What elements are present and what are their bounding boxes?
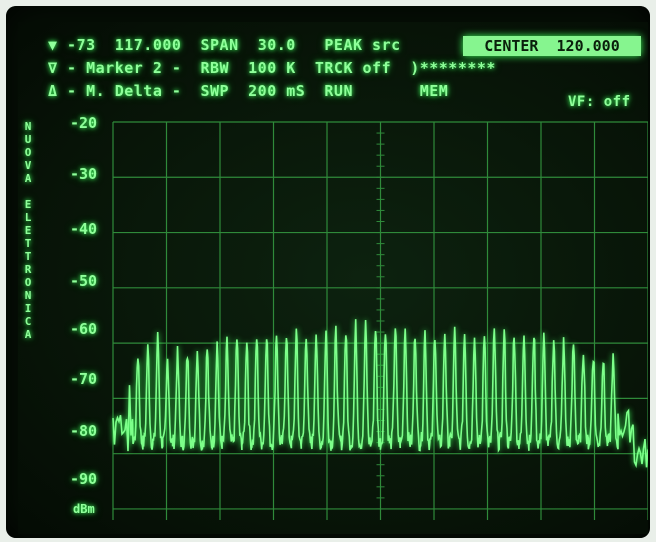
brand-letter: L [24,211,32,224]
spectrum-trace [112,319,648,469]
spectrum-screen: ▼ -73 117.000 SPAN 30.0 PEAK src CENTER … [18,22,648,534]
brand-letter: O [24,146,32,159]
brand-letter: I [24,302,32,315]
spectrum-plot [112,121,648,520]
brand-letter: A [24,172,32,185]
y-unit-label: dBm [73,502,95,516]
peak-source-label: PEAK src [324,36,401,54]
marker1-level: ▼ -73 [48,36,96,54]
center-frequency-value: CENTER 120.000 [484,37,620,55]
marker2-label: ∇ - Marker 2 - [48,59,182,77]
spectrum-trace-group [112,319,648,469]
sweep-label: SWP [200,82,230,100]
rbw-value: 100 K [248,59,296,77]
brand-letter: A [24,328,32,341]
center-frequency-box[interactable]: CENTER 120.000 [463,36,641,56]
sweep-value: 200 mS [248,82,306,100]
brand-letter: T [24,250,32,263]
span-value: 30.0 [257,36,296,54]
video-filter-status: VF: off [568,94,631,110]
rbw-label: RBW [200,59,230,77]
brand-letter: N [24,120,32,133]
span-label: SPAN [200,36,239,54]
brand-letter [25,185,32,198]
y-tick-label: -70 [70,370,98,388]
brand-letter: U [24,133,32,146]
brand-letter: T [24,237,32,250]
marker2-row: ∇ - Marker 2 - RBW 100 K TRCK off )*****… [48,59,496,77]
y-tick-label: -50 [70,272,98,290]
y-tick-label: -40 [70,220,98,238]
entry-field: )******** [410,59,496,77]
brand-letter: N [24,289,32,302]
y-tick-label: -20 [70,114,98,132]
marker1-readout: ▼ -73 117.000 SPAN 30.0 PEAK src [48,36,401,54]
delta-row: Δ - M. Delta - SWP 200 mS RUN MEM [48,82,448,100]
brand-letter: C [24,315,32,328]
track-status: TRCK off [314,59,392,77]
y-tick-label: -90 [70,470,98,488]
y-tick-label: -30 [70,165,98,183]
marker-delta-label: Δ - M. Delta - [48,82,182,100]
y-tick-label: -60 [70,320,98,338]
memory-label: MEM [419,82,449,100]
plot-grid [112,121,648,520]
marker1-frequency: 117.000 [114,36,182,54]
brand-letter: V [24,159,32,172]
brand-letter: R [24,263,32,276]
brand-letter: E [24,224,32,237]
brand-letter: E [24,198,32,211]
brand-letter: O [24,276,32,289]
y-tick-label: -80 [70,422,98,440]
run-status: RUN [324,82,353,100]
